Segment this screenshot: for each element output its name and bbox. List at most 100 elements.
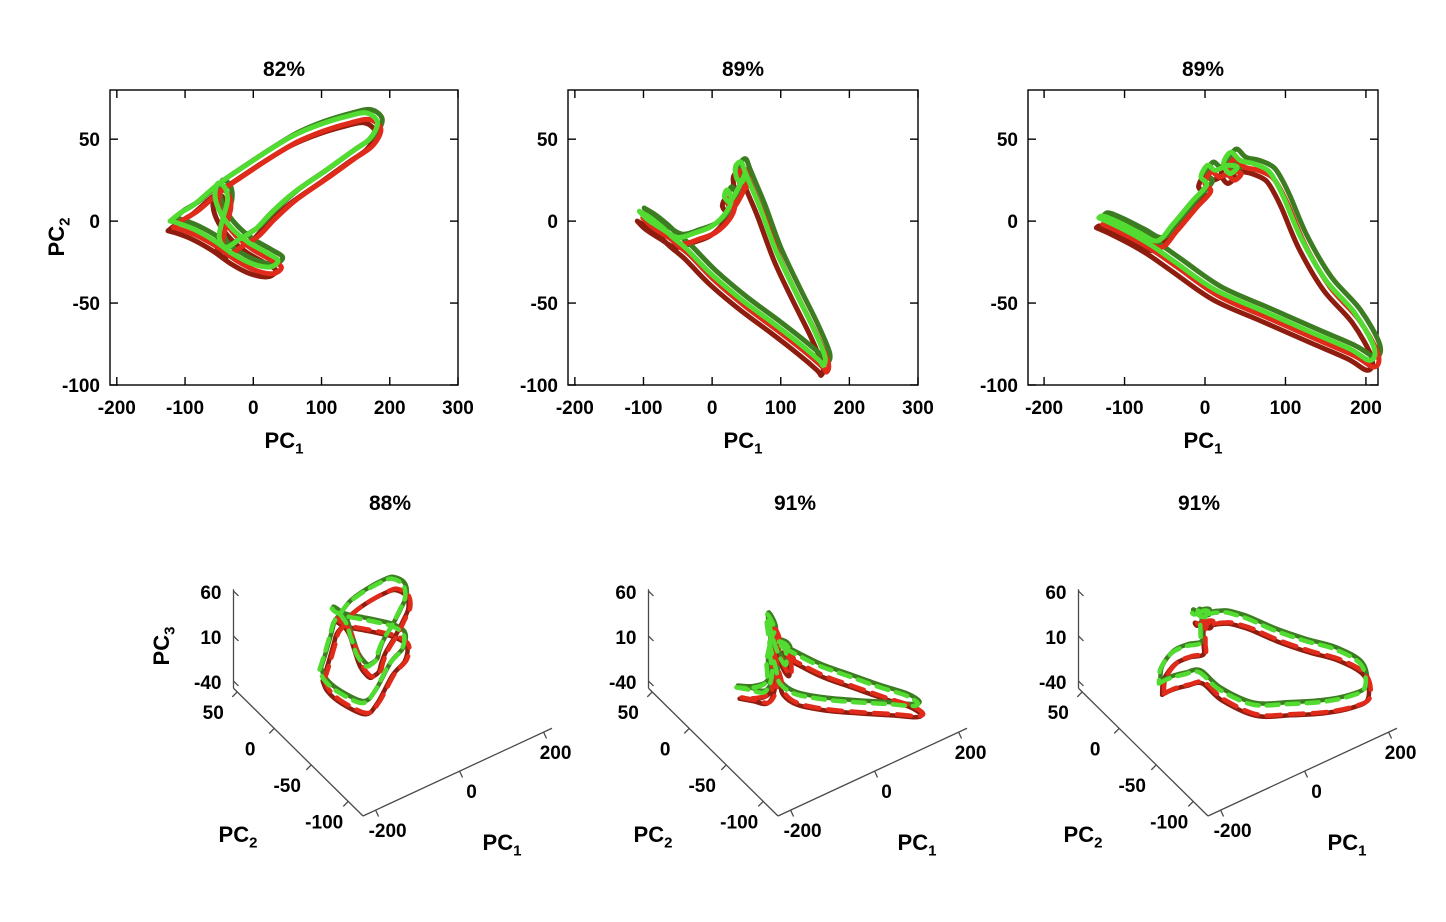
subplot-2d-2: -200 -100 0 100 200 -100 -50 0 50 [980, 89, 1384, 419]
x-tick-label: 200 [374, 398, 406, 419]
pc2-axis-line [233, 687, 364, 817]
pc2-tick [1113, 727, 1120, 734]
y-axis-label-subscript: 2 [56, 217, 74, 226]
pc1-axis-line [777, 727, 968, 817]
y-axis-label-text: PC [633, 822, 665, 847]
pc2-tick [757, 800, 764, 807]
trajectory-red-trial-bright [1100, 156, 1382, 370]
pc1-tick-label: 200 [955, 743, 987, 764]
pc2-tick-label: -50 [1118, 776, 1145, 797]
pc2-tick-label: 50 [618, 703, 639, 724]
x-axis-label-pc1: PC1 [1327, 830, 1367, 858]
subplot-3d-2: -200 0 200 50 0 -50-100 60 10 -40 [1039, 583, 1416, 842]
pc1-tick-label: 200 [540, 743, 572, 764]
pc1-tick [375, 809, 380, 817]
x-tick-label: 200 [1350, 398, 1382, 419]
pc2-tick [1076, 691, 1083, 698]
x-tick-label: -100 [624, 398, 662, 419]
pc3-tick [648, 590, 654, 597]
pc1-tick [958, 731, 963, 739]
pc2-tick [305, 764, 312, 771]
pc1-tick [790, 809, 795, 817]
axes-box [109, 89, 459, 386]
z-axis-label-text: PC [149, 634, 174, 666]
y-axis-label-pc2: PC2 [218, 822, 258, 852]
y-axis-label-text: PC [218, 822, 250, 847]
trajectory-red-trial-bright [1161, 618, 1374, 718]
pc1-tick-label: 0 [881, 782, 892, 803]
y-axis-label-text: PC [44, 225, 69, 257]
x-axis-label-subscript: 1 [513, 842, 522, 860]
pc1-tick [1220, 809, 1225, 817]
subplot-3d-1: -200 0 200 50 0 -50-100 60 10 -40 [609, 583, 986, 842]
pc3-tick [1078, 590, 1084, 597]
x-tick-label: 100 [1270, 398, 1302, 419]
pc1-tick-label: -200 [784, 821, 822, 842]
pc1-axis-line [362, 727, 553, 817]
subplot-title-bottom-left: 88% [368, 492, 412, 515]
x-tick-label: 0 [1200, 398, 1211, 419]
x-tick-label: 100 [765, 398, 797, 419]
pc2-tick [342, 800, 349, 807]
x-tick-label: 200 [834, 398, 866, 419]
y-axis-label-pc2: PC2 [44, 217, 74, 257]
subplot-title-top-left: 82% [262, 58, 306, 81]
y-axis-label-subscript: 2 [664, 834, 673, 852]
pc2-tick-label: -100 [1150, 812, 1188, 833]
subplot-title-bottom-middle: 91% [773, 492, 817, 515]
x-axis-label-subscript: 1 [295, 440, 304, 458]
pc1-tick-label: -200 [369, 821, 407, 842]
y-tick-label: 0 [89, 212, 100, 233]
pc3-tick-label: -40 [609, 673, 636, 694]
pc2-tick-label: -100 [720, 812, 758, 833]
z-axis-label-pc3: PC3 [149, 626, 179, 666]
x-axis-label-pc1: PC1 [898, 830, 937, 858]
x-axis-label-subscript: 1 [1214, 440, 1223, 458]
x-axis-label-pc1: PC1 [482, 830, 522, 860]
trajectory-red-trial-bright [171, 116, 384, 277]
pc2-tick-label: -50 [688, 776, 715, 797]
y-axis-label-text: PC [1063, 822, 1095, 847]
pc3-tick-label: 10 [615, 628, 636, 649]
pc1-tick [543, 731, 548, 739]
pc2-tick [231, 691, 238, 698]
x-tick-label: -100 [166, 398, 204, 419]
pc2-tick-label: 0 [1090, 739, 1101, 760]
y-axis-label-subscript: 2 [249, 834, 258, 852]
x-tick-label: -200 [98, 398, 136, 419]
x-axis-label-text: PC [482, 830, 514, 855]
x-axis-label-pc1: PC1 [265, 428, 304, 458]
x-axis-label-text: PC [1327, 830, 1359, 855]
z-axis-label-subscript: 3 [161, 626, 179, 635]
x-tick-label: -200 [1025, 398, 1063, 419]
pc3-tick-label: 60 [615, 583, 636, 604]
y-tick-label: -50 [991, 294, 1018, 315]
y-axis-label-subscript: 2 [1094, 834, 1103, 852]
pc3-tick [233, 635, 239, 642]
y-tick-label: 0 [1007, 212, 1018, 233]
pc2-tick [268, 727, 275, 734]
x-axis-label-pc1: PC1 [724, 428, 763, 458]
pc3-tick [648, 635, 654, 642]
pc1-tick [1304, 770, 1309, 778]
x-axis-label-pc1: PC1 [1184, 428, 1223, 458]
pc2-tick [646, 691, 653, 698]
x-tick-label: 300 [902, 398, 934, 419]
pc3-tick-label: 10 [1045, 628, 1066, 649]
trajectory-green-trial-bright [636, 159, 828, 368]
pc1-tick-label: 200 [1385, 743, 1417, 764]
pc3-tick [233, 680, 239, 687]
pc3-tick-label: -40 [1039, 673, 1066, 694]
x-tick-label: 100 [306, 398, 338, 419]
pc1-tick-label: 0 [1311, 782, 1322, 803]
y-tick-label: 50 [997, 130, 1018, 151]
y-tick-label: -50 [531, 294, 558, 315]
trajectory-green-trial-bright [1096, 149, 1378, 363]
pc3-tick [1078, 635, 1084, 642]
x-axis-label-subscript: 1 [754, 440, 763, 458]
pc1-axis-line [1207, 727, 1398, 817]
